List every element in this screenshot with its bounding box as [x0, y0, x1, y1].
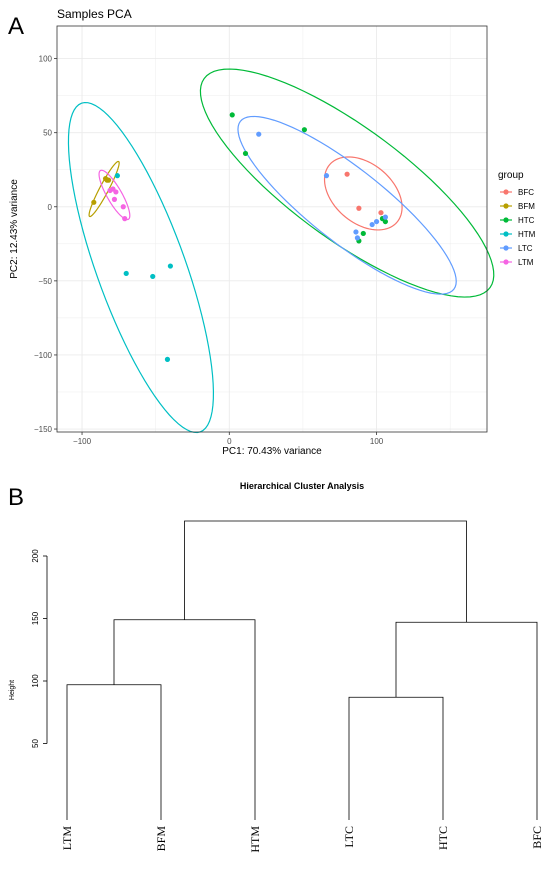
pca-point-htc	[229, 112, 235, 118]
pca-x-tick-label: 100	[370, 437, 384, 446]
pca-legend-label: BFM	[518, 202, 535, 211]
pca-point-ltc	[256, 131, 262, 137]
dendrogram-y-tick-label: 50	[31, 739, 40, 748]
pca-point-ltc	[354, 235, 361, 241]
pca-panel: Samples PCA −100 0 100 −150 −100 −50 0 50 100 P…	[9, 7, 536, 457]
pca-legend: group BFC BFM HTC HTM LTC LTM	[498, 170, 536, 267]
pca-ellipse-htc	[199, 68, 495, 298]
pca-point-ltm	[113, 189, 119, 195]
pca-legend-title: group	[498, 170, 524, 181]
pca-point-ltc	[323, 173, 330, 179]
pca-y-tick-label: 0	[48, 203, 53, 212]
pca-ellipse-bfc	[323, 156, 403, 231]
dendrogram-link	[395, 621, 538, 820]
pca-point-htm	[150, 273, 156, 280]
pca-y-axis-label: PC2: 12.43% variance	[9, 179, 20, 279]
pca-point-ltc	[353, 229, 359, 235]
dendrogram-link	[348, 696, 444, 820]
pca-title: Samples PCA	[57, 7, 132, 21]
pca-point-ltc	[369, 221, 375, 228]
pca-point-htc	[360, 230, 366, 237]
dendrogram-leaf-label: BFM	[154, 826, 168, 852]
pca-y-tick-label: 100	[39, 55, 53, 64]
pca-legend-label: BFC	[518, 188, 534, 197]
pca-x-tick-label: −100	[73, 437, 92, 446]
pca-legend-label: HTM	[518, 230, 536, 239]
dendrogram-leaf-labels: LTM BFM HTM LTC HTC BFC	[60, 826, 544, 853]
dendrogram-y-tick-label: 150	[31, 611, 40, 625]
dendrogram-y-axis-label: Height	[9, 680, 16, 700]
dendrogram-leaf-label: BFC	[530, 826, 544, 849]
pca-legend-key-dot	[503, 217, 509, 223]
pca-point-ltm	[111, 196, 118, 202]
panel-b-letter: B	[8, 484, 24, 511]
pca-point-htm	[164, 356, 171, 362]
pca-point-ltm	[122, 216, 128, 222]
pca-point-htm	[167, 263, 173, 269]
pca-point-bfm	[91, 199, 97, 205]
dendrogram-link	[184, 520, 467, 623]
pca-y-tick-label: −100	[34, 351, 53, 360]
pca-ellipse-ltc	[237, 115, 457, 295]
pca-plot-border	[56, 25, 488, 433]
pca-legend-label: LTC	[518, 244, 533, 253]
dendrogram-y-tick-label: 100	[31, 674, 40, 688]
pca-ellipse-ltm	[98, 169, 131, 221]
pca-point-ltc	[382, 214, 388, 220]
pca-point-htc	[301, 127, 307, 133]
pca-point-htm	[114, 173, 120, 179]
pca-legend-label: HTC	[518, 216, 535, 225]
dendrogram-link	[113, 619, 256, 820]
dendrogram-leaf-label: HTM	[248, 826, 262, 853]
pca-legend-key-dot	[503, 245, 509, 251]
pca-point-bfc	[344, 171, 350, 177]
pca-point-bfm	[105, 177, 112, 183]
pca-legend-items: BFC BFM HTC HTM LTC LTM	[500, 188, 536, 267]
dendrogram-y-axis: 50 100 150 200	[31, 549, 48, 748]
panel-a-letter: A	[8, 13, 24, 40]
dendrogram-y-tick-label: 200	[31, 549, 40, 563]
pca-legend-label: LTM	[518, 258, 534, 267]
pca-ellipse-htm	[67, 101, 215, 434]
pca-point-bfc	[356, 205, 362, 211]
pca-point-bfc	[378, 210, 384, 216]
pca-plot-background	[57, 26, 487, 432]
dendrogram-link	[66, 684, 162, 820]
pca-legend-key-dot	[503, 259, 509, 265]
pca-point-htc	[242, 150, 249, 157]
pca-legend-key-dot	[503, 189, 509, 195]
pca-point-htc	[382, 218, 388, 225]
pca-y-tick-label: −150	[34, 425, 53, 434]
pca-x-ticks: −100 0 100	[73, 432, 384, 446]
pca-x-axis-label: PC1: 70.43% variance	[222, 446, 322, 457]
pca-x-tick-label: 0	[227, 437, 232, 446]
pca-ellipses	[67, 68, 495, 434]
dendrogram-title: Hierarchical Cluster Analysis	[240, 481, 364, 491]
pca-legend-key-dot	[503, 231, 509, 237]
pca-point-htm	[123, 270, 129, 277]
pca-legend-key-dot	[503, 203, 509, 209]
pca-grid	[57, 26, 487, 432]
pca-y-tick-label: 50	[43, 129, 52, 138]
dendrogram-leaf-label: LTC	[342, 826, 356, 848]
pca-points	[91, 112, 388, 362]
pca-point-ltc	[373, 218, 380, 225]
dendrogram-leaf-label: HTC	[436, 826, 450, 850]
dendrogram-panel: Hierarchical Cluster Analysis Height 50 1…	[9, 481, 544, 853]
dendrogram-leaf-label: LTM	[60, 826, 74, 851]
dendrogram-links	[66, 520, 538, 820]
pca-y-tick-label: −50	[38, 277, 52, 286]
pca-y-ticks: −150 −100 −50 0 50 100	[34, 55, 57, 434]
pca-point-ltm	[120, 204, 126, 210]
